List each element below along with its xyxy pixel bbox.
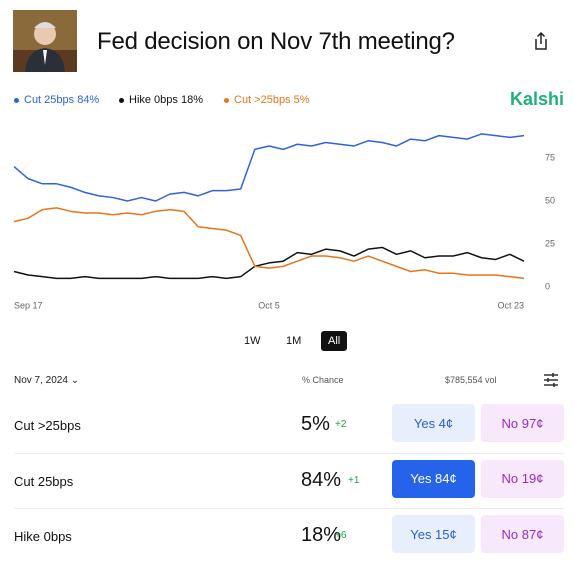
yes-button[interactable]: Yes 4¢ [392,404,475,442]
outcome-name: Cut 25bps [14,473,74,489]
y-tick-label: 75 [545,152,555,162]
chance: 5% [301,413,330,435]
legend-dot [119,97,124,103]
date: Nov 7, 2024 [14,375,68,386]
change: +1 [348,474,360,486]
share-button[interactable] [532,31,550,51]
x-tick-label: Oct 23 [497,300,524,310]
market-row: Cut >25bps 5% +2 Yes 4¢ No 97¢ [0,398,574,453]
legend-dot [14,97,19,103]
change: +6 [335,530,347,541]
series-line [13,133,525,202]
separator [14,508,564,509]
range-button[interactable]: 1W [244,335,261,347]
legend-item: Hike 0bps 18% [119,94,203,106]
legend-item: Cut >25bps 5% [224,94,310,106]
chance-header: % Chance [302,375,344,385]
y-tick-label: 25 [545,238,555,248]
yes-button[interactable]: Yes 15¢ [392,515,475,553]
outcome-name: Cut >25bps [14,418,81,433]
outcome-name: Hike 0bps [14,529,72,544]
volume: $785,554 vol [445,375,497,385]
legend-label: Hike 0bps 18% [129,94,203,106]
market-row: Cut 25bps 84% +1 Yes 84¢ No 19¢ [0,454,574,509]
no-button[interactable]: No 87¢ [481,515,564,553]
date-selector[interactable]: Nov 7, 2024 ⌄ [14,375,80,386]
brand-logo: Kalshi [509,89,564,109]
chance: 84% [301,468,342,491]
title: Fed decision on Nov 7th meeting? [97,28,455,55]
market-image [13,10,77,72]
y-tick-label: 0 [545,281,550,291]
range-button[interactable]: 1M [286,335,302,347]
series-line [13,207,525,280]
legend-dot [224,97,229,103]
series-line [13,246,525,280]
chance: 18% [301,524,342,546]
x-tick-label: Oct 5 [258,300,280,310]
chart: 0 25 50 75 Sep 17 Oct 5 Oct 23 [13,133,555,310]
separator [14,452,564,454]
legend-item: Cut 25bps 84% [14,94,99,106]
range-button[interactable]: All [321,331,348,351]
y-tick-label: 50 [545,195,555,205]
yes-button[interactable]: Yes 84¢ [392,459,475,498]
no-button[interactable]: No 97¢ [481,404,564,442]
legend-label: Cut >25bps 5% [234,94,310,106]
no-button[interactable]: No 19¢ [481,459,564,498]
filter-button[interactable] [543,372,559,388]
legend-label: Cut 25bps 84% [24,94,100,106]
change: +2 [335,419,347,430]
x-tick-label: Sep 17 [14,300,43,310]
market-row: Hike 0bps 18% +6 Yes 15¢ No 87¢ [0,509,574,564]
